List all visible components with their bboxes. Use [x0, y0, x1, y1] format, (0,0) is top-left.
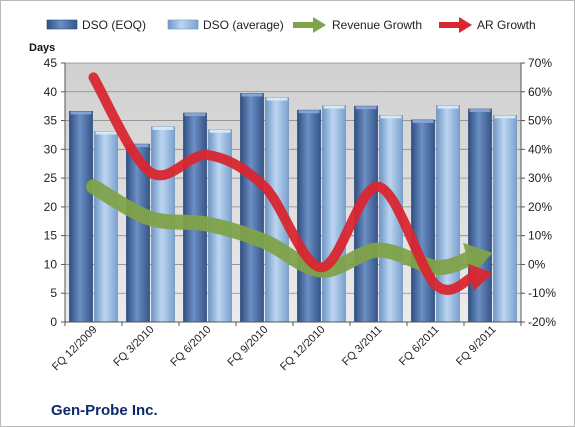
right-tick-label: -10% [528, 286, 556, 300]
right-tick-label: 60% [528, 85, 552, 99]
bar-dso-average-7 [493, 115, 517, 323]
x-tick-label: FQ 12/2009 [50, 324, 100, 374]
x-tick-label: FQ 9/2010 [225, 324, 270, 369]
right-tick-label: -20% [528, 315, 556, 329]
x-tick-label: FQ 6/2010 [168, 324, 213, 369]
right-tick-label: 40% [528, 142, 552, 156]
legend-arrow-ar-growth [439, 17, 472, 33]
bar-top-highlight [152, 126, 174, 130]
bar-top-highlight [323, 105, 345, 109]
bar-top-highlight [241, 93, 263, 97]
x-tick-label: FQ 3/2011 [340, 324, 385, 369]
x-tick-label: FQ 9/2011 [454, 324, 499, 369]
legend-label-revenue-growth: Revenue Growth [332, 18, 422, 32]
left-tick-label: 5 [50, 286, 57, 300]
bar-top-highlight [437, 105, 459, 109]
right-tick-label: 20% [528, 200, 552, 214]
legend-swatch-dso-average [167, 19, 199, 30]
bar-top-highlight [184, 113, 206, 117]
bar-dso-eoq-3 [240, 93, 264, 323]
line-ar-growth [88, 72, 478, 295]
bar-top-highlight [298, 110, 320, 114]
right-tick-label: 30% [528, 171, 552, 185]
right-tick-label: 0% [528, 257, 546, 271]
bar-top-highlight [95, 131, 117, 135]
arrowhead-ar-growth [468, 263, 493, 292]
x-tick-label: FQ 6/2011 [397, 324, 442, 369]
right-tick-label: 10% [528, 229, 552, 243]
legend-label-dso-average: DSO (average) [203, 18, 284, 32]
legend-item-dso-average: DSO (average) [167, 18, 284, 32]
bar-dso-eoq-6 [411, 119, 435, 323]
bar-dso-average-0 [94, 131, 118, 323]
bar-top-highlight [494, 115, 516, 119]
legend: DSO (EOQ) DSO (average) Revenue Growth A… [46, 17, 536, 33]
right-tick-label: 70% [528, 56, 552, 70]
bar-top-highlight [70, 111, 92, 115]
bar-top-highlight [412, 119, 434, 123]
bar-dso-eoq-7 [468, 108, 492, 323]
axes [64, 63, 522, 326]
y-axis-unit-label: Days [29, 42, 55, 54]
bar-dso-eoq-4 [297, 109, 321, 323]
left-tick-label: 35 [44, 114, 58, 128]
bar-top-highlight [469, 109, 491, 113]
bar-dso-eoq-0 [69, 110, 93, 323]
left-axis-ticks: 0 5 10 15 20 25 30 35 40 45 [44, 56, 65, 329]
legend-item-ar-growth: AR Growth [439, 17, 536, 33]
legend-item-revenue-growth: Revenue Growth [293, 17, 422, 33]
legend-label-ar-growth: AR Growth [477, 18, 536, 32]
x-axis-ticks: FQ 12/2009 FQ 3/2010 FQ 6/2010 FQ 9/2010 FQ … [50, 324, 499, 374]
left-tick-label: 15 [44, 229, 58, 243]
bar-dso-average-4 [322, 105, 346, 323]
x-tick-label: FQ 12/2010 [278, 324, 328, 374]
legend-label-dso-eoq: DSO (EOQ) [82, 18, 146, 32]
bar-top-highlight [127, 144, 149, 148]
left-tick-label: 45 [44, 56, 58, 70]
left-tick-label: 20 [44, 200, 58, 214]
bar-top-highlight [266, 97, 288, 101]
company-name: Gen-Probe Inc. [51, 402, 158, 419]
right-tick-label: 50% [528, 114, 552, 128]
bar-top-highlight [355, 106, 377, 110]
left-tick-label: 25 [44, 171, 58, 185]
left-tick-label: 0 [50, 315, 57, 329]
left-tick-label: 10 [44, 257, 58, 271]
bar-top-highlight [209, 129, 231, 133]
x-tick-label: FQ 3/2010 [111, 324, 156, 369]
legend-item-dso-eoq: DSO (EOQ) [46, 18, 146, 32]
left-tick-label: 30 [44, 142, 58, 156]
growth-lines [86, 72, 493, 295]
legend-swatch-dso-eoq [46, 19, 78, 30]
right-axis-ticks: -20% -10% 0% 10% 20% 30% 40% 50% 60% 70% [521, 56, 556, 329]
left-tick-label: 40 [44, 85, 58, 99]
bar-top-highlight [380, 115, 402, 119]
legend-arrow-revenue-growth [293, 17, 326, 33]
